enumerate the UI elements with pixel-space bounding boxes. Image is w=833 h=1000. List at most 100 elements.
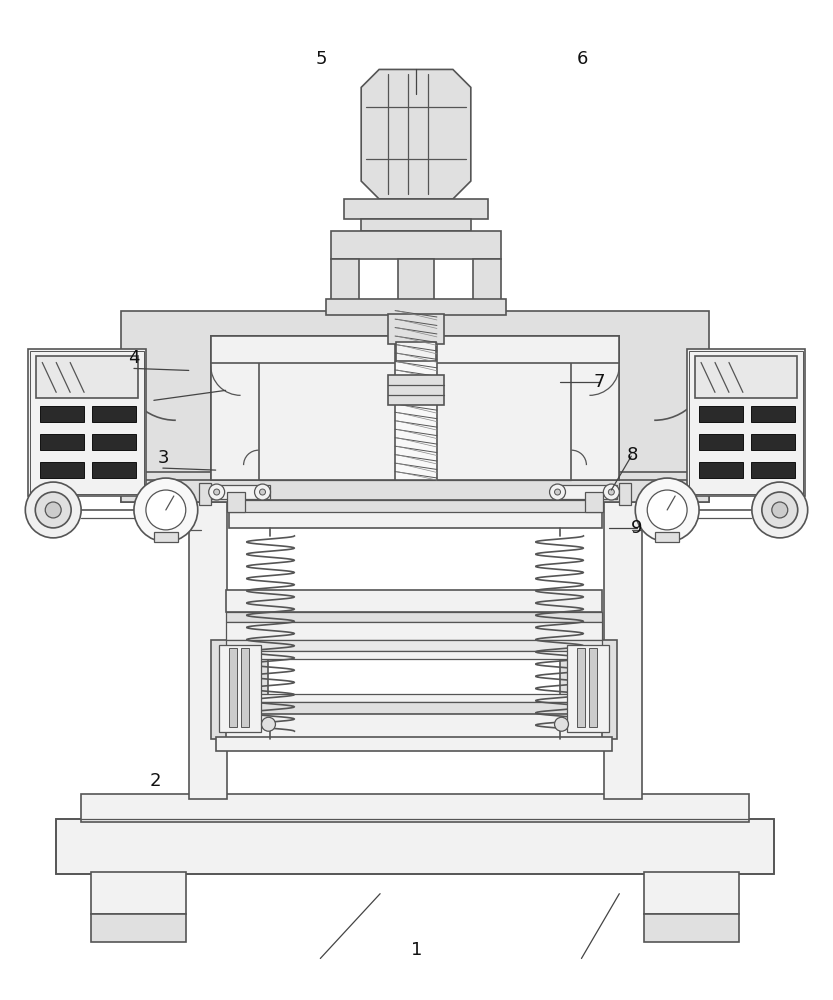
Circle shape <box>603 484 619 500</box>
Bar <box>216 737 612 751</box>
Bar <box>398 259 434 301</box>
Circle shape <box>146 490 186 530</box>
Bar <box>332 259 359 301</box>
Bar <box>91 872 186 914</box>
Bar <box>121 480 709 502</box>
Bar <box>388 375 444 405</box>
Bar <box>571 336 619 480</box>
Bar <box>751 434 795 450</box>
Circle shape <box>35 492 71 528</box>
Circle shape <box>772 502 788 518</box>
Bar <box>388 314 444 344</box>
Bar <box>92 434 136 450</box>
Bar <box>199 483 211 505</box>
Bar <box>557 485 617 499</box>
Bar <box>227 492 245 512</box>
Bar <box>241 648 248 727</box>
Bar <box>687 349 805 496</box>
Bar <box>40 434 84 450</box>
Bar <box>644 872 739 914</box>
Text: 4: 4 <box>128 349 140 367</box>
Text: 9: 9 <box>631 519 642 537</box>
Bar <box>92 406 136 422</box>
Circle shape <box>255 484 271 500</box>
Circle shape <box>262 717 276 731</box>
Bar <box>154 532 177 542</box>
Polygon shape <box>362 69 471 199</box>
Text: 8: 8 <box>626 446 638 464</box>
Bar <box>226 702 602 714</box>
Bar <box>656 532 679 542</box>
Circle shape <box>608 489 615 495</box>
Circle shape <box>550 484 566 500</box>
Circle shape <box>762 492 798 528</box>
Bar <box>56 819 774 874</box>
Bar <box>228 500 602 512</box>
Text: 2: 2 <box>149 772 161 790</box>
Circle shape <box>209 484 225 500</box>
Circle shape <box>636 478 699 542</box>
Bar <box>189 475 227 799</box>
Circle shape <box>134 478 197 542</box>
Bar <box>40 462 84 478</box>
Bar <box>91 914 186 942</box>
Bar <box>37 356 138 398</box>
Bar <box>226 651 602 659</box>
Bar <box>577 648 586 727</box>
Bar <box>226 714 602 739</box>
Circle shape <box>25 482 81 538</box>
Bar <box>473 259 501 301</box>
Bar <box>344 199 488 219</box>
Bar <box>121 311 709 480</box>
Bar <box>567 645 610 732</box>
Bar <box>226 694 602 702</box>
Bar <box>619 483 631 505</box>
Text: 7: 7 <box>593 373 605 391</box>
Bar <box>92 462 136 478</box>
Bar <box>605 475 642 799</box>
Bar <box>226 640 602 651</box>
Bar <box>228 500 602 528</box>
Bar <box>395 311 437 480</box>
Bar <box>751 406 795 422</box>
Bar <box>121 472 709 502</box>
Bar <box>699 406 743 422</box>
Bar <box>211 640 268 739</box>
Bar <box>560 640 617 739</box>
Bar <box>586 492 603 512</box>
Text: 3: 3 <box>157 449 169 467</box>
Bar <box>226 612 602 622</box>
Text: 6: 6 <box>577 50 588 68</box>
Bar <box>644 914 739 942</box>
Bar <box>751 462 795 478</box>
Bar <box>40 406 84 422</box>
Circle shape <box>260 489 266 495</box>
Bar <box>81 794 749 822</box>
Bar <box>695 356 796 398</box>
Bar <box>699 462 743 478</box>
Bar <box>362 219 471 231</box>
Circle shape <box>214 489 220 495</box>
Text: 5: 5 <box>315 50 327 68</box>
Bar <box>211 336 258 480</box>
Bar <box>332 231 501 259</box>
Circle shape <box>555 489 561 495</box>
Bar <box>327 299 506 315</box>
Bar <box>56 819 774 874</box>
Bar <box>211 336 619 480</box>
Circle shape <box>752 482 808 538</box>
Text: 1: 1 <box>411 941 422 959</box>
Circle shape <box>647 490 687 530</box>
Bar <box>590 648 597 727</box>
Bar <box>218 645 261 732</box>
Circle shape <box>555 717 568 731</box>
Bar <box>28 349 146 496</box>
Bar <box>396 342 436 361</box>
Bar <box>211 336 619 363</box>
Circle shape <box>45 502 61 518</box>
Bar <box>689 351 803 494</box>
Bar <box>226 590 602 612</box>
Bar <box>226 622 602 640</box>
Bar <box>30 351 144 494</box>
Bar <box>228 648 237 727</box>
